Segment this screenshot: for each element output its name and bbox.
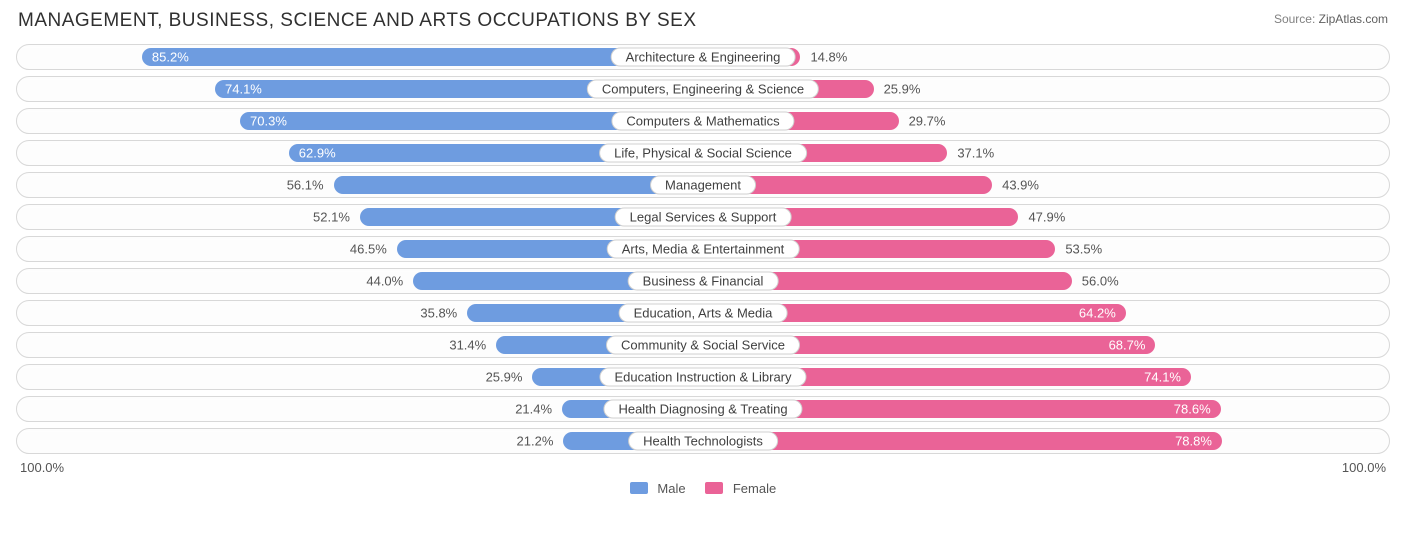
value-label-female: 37.1% [957, 146, 994, 161]
chart-source: Source: ZipAtlas.com [1274, 10, 1388, 26]
bar-row: Life, Physical & Social Science 62.9% 37.1… [16, 140, 1390, 166]
chart-header: MANAGEMENT, BUSINESS, SCIENCE AND ARTS O… [14, 10, 1392, 40]
value-label-male: 25.9% [486, 370, 523, 385]
category-pill: Health Diagnosing & Treating [603, 400, 802, 419]
value-label-female: 25.9% [884, 82, 921, 97]
category-pill: Arts, Media & Entertainment [607, 240, 800, 259]
value-label-female: 64.2% [1079, 306, 1116, 321]
bar-row: Arts, Media & Entertainment 46.5% 53.5% [16, 236, 1390, 262]
value-label-female: 43.9% [1002, 178, 1039, 193]
chart-axis: 100.0% 100.0% [14, 454, 1392, 475]
value-label-female: 56.0% [1082, 274, 1119, 289]
category-pill: Architecture & Engineering [611, 48, 796, 67]
value-label-male: 70.3% [250, 114, 287, 129]
category-pill: Life, Physical & Social Science [599, 144, 807, 163]
bar-row: Computers & Mathematics 70.3% 29.7% [16, 108, 1390, 134]
chart-rows: Architecture & Engineering 85.2% 14.8% Comp… [14, 40, 1392, 454]
value-label-male: 35.8% [420, 306, 457, 321]
source-site: ZipAtlas.com [1319, 12, 1388, 26]
chart-legend: Male Female [14, 475, 1392, 496]
bar-segment-male [334, 176, 703, 194]
value-label-female: 47.9% [1028, 210, 1065, 225]
value-label-female: 78.6% [1174, 402, 1211, 417]
category-pill: Legal Services & Support [615, 208, 792, 227]
bar-row: Health Diagnosing & Treating 21.4% 78.6% [16, 396, 1390, 422]
bar-row: Computers, Engineering & Science 74.1% 25.… [16, 76, 1390, 102]
category-pill: Education Instruction & Library [599, 368, 806, 387]
bar-row: Legal Services & Support 52.1% 47.9% [16, 204, 1390, 230]
bar-row: Health Technologists 21.2% 78.8% [16, 428, 1390, 454]
axis-left-label: 100.0% [20, 460, 64, 475]
legend-swatch-male [630, 482, 648, 494]
value-label-female: 14.8% [810, 50, 847, 65]
value-label-male: 52.1% [313, 210, 350, 225]
value-label-male: 44.0% [366, 274, 403, 289]
value-label-male: 46.5% [350, 242, 387, 257]
bar-row: Management 56.1% 43.9% [16, 172, 1390, 198]
bar-row: Education Instruction & Library 25.9% 74.1… [16, 364, 1390, 390]
bar-row: Architecture & Engineering 85.2% 14.8% [16, 44, 1390, 70]
axis-right-label: 100.0% [1342, 460, 1386, 475]
category-pill: Health Technologists [628, 432, 778, 451]
legend-label-female: Female [733, 481, 776, 496]
value-label-male: 62.9% [299, 146, 336, 161]
bar-inner [240, 112, 899, 130]
legend-swatch-female [705, 482, 723, 494]
category-pill: Community & Social Service [606, 336, 800, 355]
value-label-female: 74.1% [1144, 370, 1181, 385]
value-label-male: 21.4% [515, 402, 552, 417]
source-label: Source: [1274, 12, 1315, 26]
bar-row: Business & Financial 44.0% 56.0% [16, 268, 1390, 294]
bar-segment-female [703, 432, 1222, 450]
legend-label-male: Male [657, 481, 685, 496]
bar-inner [467, 304, 1126, 322]
value-label-male: 21.2% [517, 434, 554, 449]
bar-row: Community & Social Service 31.4% 68.7% [16, 332, 1390, 358]
value-label-female: 78.8% [1175, 434, 1212, 449]
value-label-female: 53.5% [1065, 242, 1102, 257]
category-pill: Management [650, 176, 756, 195]
bar-inner [496, 336, 1155, 354]
category-pill: Computers, Engineering & Science [587, 80, 819, 99]
category-pill: Business & Financial [628, 272, 779, 291]
value-label-male: 56.1% [287, 178, 324, 193]
bar-row: Education, Arts & Media 35.8% 64.2% [16, 300, 1390, 326]
value-label-female: 29.7% [909, 114, 946, 129]
chart-title: MANAGEMENT, BUSINESS, SCIENCE AND ARTS O… [18, 10, 697, 32]
category-pill: Education, Arts & Media [619, 304, 788, 323]
value-label-female: 68.7% [1109, 338, 1146, 353]
value-label-male: 74.1% [225, 82, 262, 97]
value-label-male: 85.2% [152, 50, 189, 65]
category-pill: Computers & Mathematics [611, 112, 794, 131]
value-label-male: 31.4% [449, 338, 486, 353]
